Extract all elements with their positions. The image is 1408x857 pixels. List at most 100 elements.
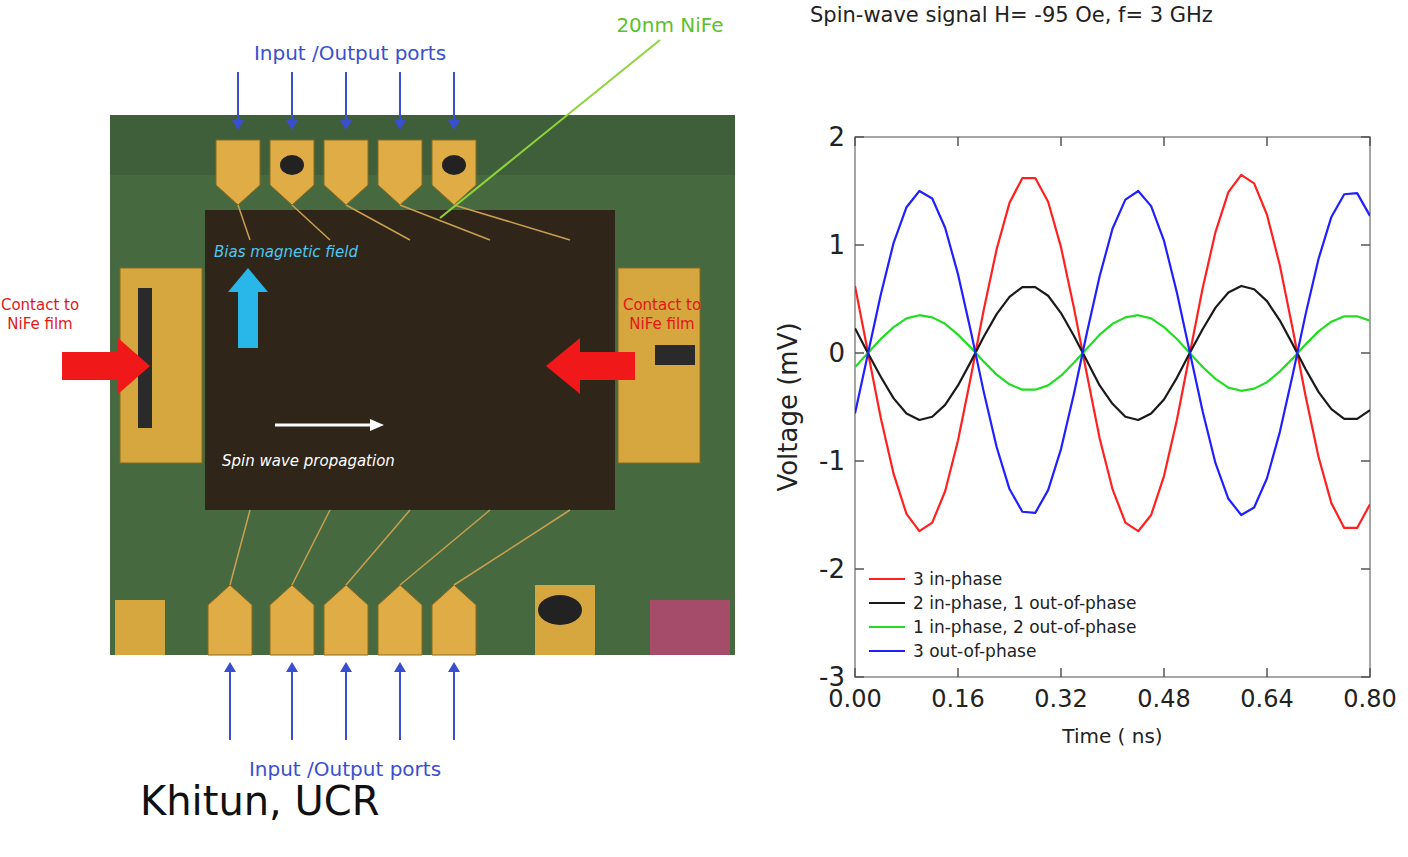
y-tick — [1361, 568, 1370, 570]
bias-label: Bias magnetic field — [214, 243, 358, 261]
corner-pad — [650, 600, 730, 655]
port-trace — [292, 205, 330, 240]
pointer-arrow — [399, 72, 401, 122]
bias-arrow — [238, 290, 258, 348]
y-axis-title: Voltage (mV) — [773, 322, 803, 491]
x-tick — [854, 668, 856, 677]
legend-swatch — [869, 602, 905, 604]
x-tick — [1163, 668, 1165, 677]
y-tick-label: -1 — [819, 446, 845, 476]
pointer-arrow-head — [340, 662, 352, 672]
propagation-arrow — [275, 424, 372, 427]
series-line — [855, 175, 1370, 531]
port-trace — [454, 205, 570, 240]
corner-pad — [535, 585, 595, 655]
chart-title: Spin-wave signal H= -95 Oe, f= 3 GHz — [810, 3, 1213, 27]
y-tick-label: 2 — [828, 122, 845, 152]
chart: Spin-wave signal H= -95 Oe, f= 3 GHz-3-2… — [773, 3, 1397, 748]
pointer-arrow-head — [224, 662, 236, 672]
port-trace — [346, 205, 410, 240]
port-pad — [270, 140, 314, 205]
port-trace — [238, 205, 250, 240]
pointer-arrow — [399, 670, 401, 740]
series-group — [855, 175, 1370, 531]
contact-label: Contact to — [1, 296, 79, 314]
x-tick — [957, 668, 959, 677]
pointer-arrow-head — [448, 662, 460, 672]
y-tick — [855, 352, 864, 354]
x-tick — [1266, 668, 1268, 677]
wire-bond — [280, 155, 304, 175]
contact-label: NiFe film — [7, 315, 72, 333]
legend-label: 3 in-phase — [913, 569, 1002, 589]
port-trace — [454, 510, 570, 585]
x-tick-label: 0.80 — [1343, 685, 1396, 713]
legend-label: 3 out-of-phase — [913, 641, 1036, 661]
x-tick — [1266, 137, 1268, 146]
x-axis-title: Time ( ns) — [1061, 724, 1162, 748]
port-pad — [378, 140, 422, 205]
propagation-label: Spin wave propagation — [222, 452, 395, 470]
y-tick — [855, 460, 864, 462]
pointer-arrow-head — [394, 662, 406, 672]
contact-arrow — [62, 338, 150, 394]
legend-label: 1 in-phase, 2 out-of-phase — [913, 617, 1136, 637]
port-pad — [216, 140, 260, 205]
x-tick — [1369, 137, 1371, 146]
pointer-arrow — [229, 670, 231, 740]
port-trace — [400, 205, 490, 240]
x-tick — [1060, 668, 1062, 677]
y-tick — [1361, 136, 1370, 138]
pointer-arrow — [237, 72, 239, 122]
legend-label: 2 in-phase, 1 out-of-phase — [913, 593, 1136, 613]
contact-label: NiFe film — [629, 315, 694, 333]
contact-arrow — [546, 338, 635, 394]
bias-arrow-head — [228, 268, 268, 292]
y-tick — [855, 676, 864, 678]
port-pad — [208, 585, 252, 655]
caption: Khitun, UCR — [140, 778, 380, 824]
port-pad — [324, 585, 368, 655]
y-tick — [1361, 460, 1370, 462]
pointer-arrow-head — [448, 120, 460, 130]
leader-line — [440, 40, 660, 218]
pointer-arrow — [345, 72, 347, 122]
legend-swatch — [869, 650, 905, 652]
x-tick-label: 0.16 — [931, 685, 984, 713]
wire-bond — [538, 595, 582, 625]
x-tick — [854, 137, 856, 146]
port-trace — [400, 510, 490, 585]
x-tick-label: 0.00 — [828, 685, 881, 713]
port-pad — [378, 585, 422, 655]
y-tick — [855, 136, 864, 138]
substrate — [110, 115, 735, 655]
x-tick-label: 0.48 — [1137, 685, 1190, 713]
wire-bond — [655, 345, 695, 365]
series-line — [855, 191, 1370, 515]
x-tick-label: 0.32 — [1034, 685, 1087, 713]
plot-frame — [855, 137, 1370, 677]
x-tick — [1369, 668, 1371, 677]
y-tick — [855, 244, 864, 246]
port-trace — [346, 510, 410, 585]
propagation-arrow-head — [370, 419, 384, 431]
pointer-arrow-head — [286, 120, 298, 130]
y-tick-label: -2 — [819, 554, 845, 584]
port-pad — [432, 585, 476, 655]
ports-label: Input /Output ports — [254, 41, 446, 65]
contact-label: Contact to — [623, 296, 701, 314]
x-tick — [957, 137, 959, 146]
page: Input /Output portsInput /Output ports20… — [0, 0, 1408, 857]
pointer-arrow-head — [394, 120, 406, 130]
series-line — [855, 286, 1370, 420]
pointer-arrow-head — [232, 120, 244, 130]
y-tick-label: 1 — [828, 230, 845, 260]
corner-pad — [115, 600, 165, 655]
x-tick-label: 0.64 — [1240, 685, 1293, 713]
y-tick — [1361, 352, 1370, 354]
pointer-arrow-head — [286, 662, 298, 672]
pointer-arrow — [453, 670, 455, 740]
y-tick — [1361, 244, 1370, 246]
legend-swatch — [869, 578, 905, 580]
port-pad — [324, 140, 368, 205]
